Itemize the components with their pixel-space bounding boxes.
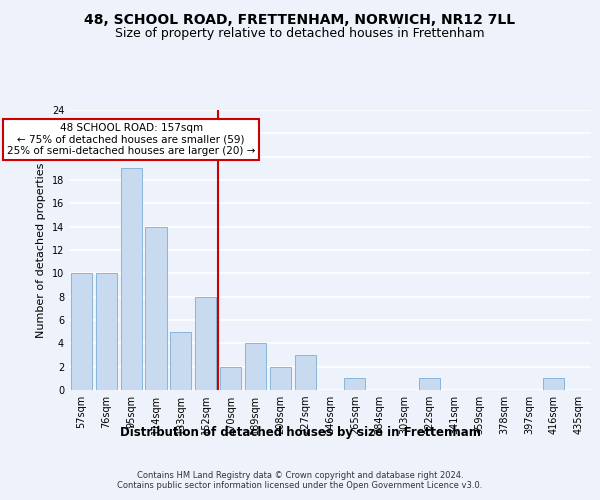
Bar: [220, 366, 241, 390]
Bar: [71, 274, 92, 390]
Bar: [245, 344, 266, 390]
Bar: [145, 226, 167, 390]
Text: 48, SCHOOL ROAD, FRETTENHAM, NORWICH, NR12 7LL: 48, SCHOOL ROAD, FRETTENHAM, NORWICH, NR…: [85, 12, 515, 26]
Text: Size of property relative to detached houses in Frettenham: Size of property relative to detached ho…: [115, 28, 485, 40]
Bar: [170, 332, 191, 390]
Bar: [270, 366, 291, 390]
Y-axis label: Number of detached properties: Number of detached properties: [36, 162, 46, 338]
Bar: [295, 355, 316, 390]
Bar: [96, 274, 117, 390]
Text: Distribution of detached houses by size in Frettenham: Distribution of detached houses by size …: [119, 426, 481, 439]
Bar: [419, 378, 440, 390]
Text: Contains HM Land Registry data © Crown copyright and database right 2024.
Contai: Contains HM Land Registry data © Crown c…: [118, 470, 482, 490]
Bar: [121, 168, 142, 390]
Bar: [344, 378, 365, 390]
Bar: [543, 378, 564, 390]
Text: 48 SCHOOL ROAD: 157sqm
← 75% of detached houses are smaller (59)
25% of semi-det: 48 SCHOOL ROAD: 157sqm ← 75% of detached…: [7, 123, 256, 156]
Bar: [195, 296, 216, 390]
